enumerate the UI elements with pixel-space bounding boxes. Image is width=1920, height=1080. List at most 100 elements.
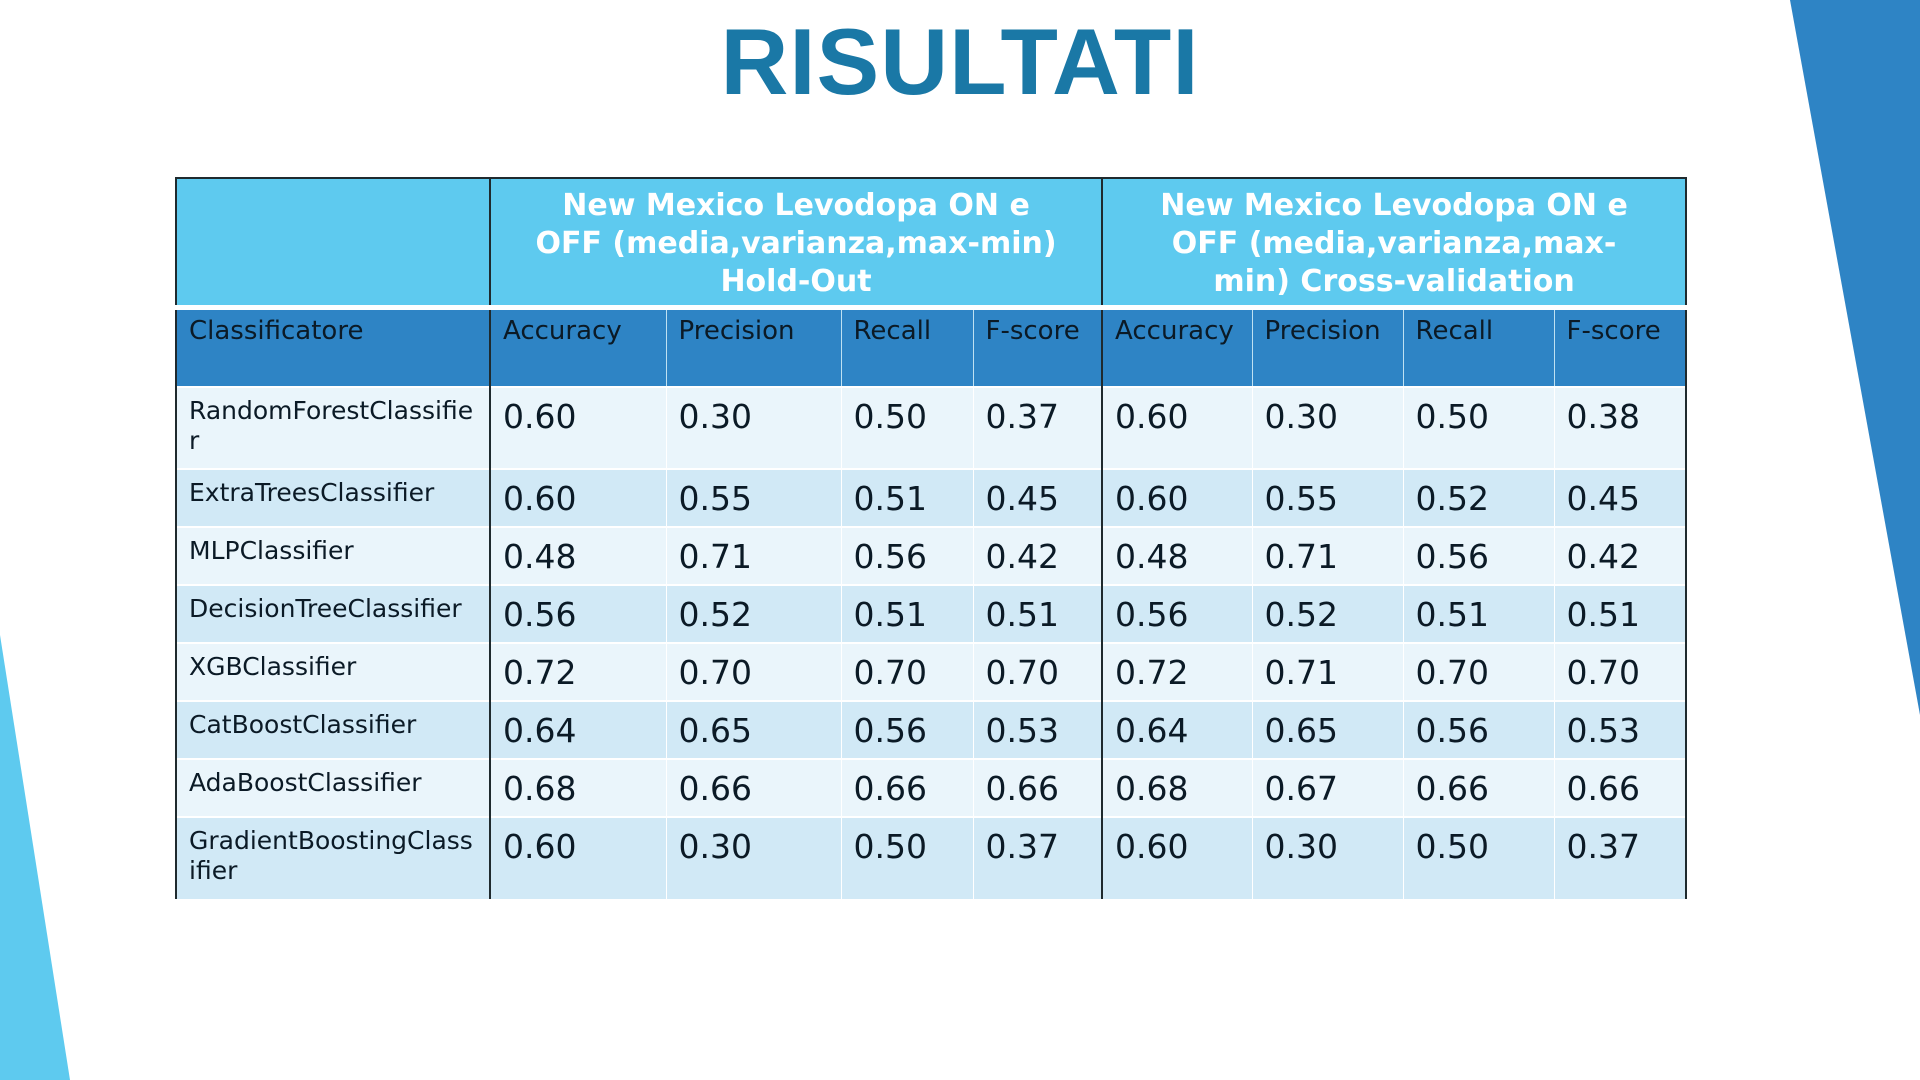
table-cell: 0.56 bbox=[841, 700, 974, 759]
table-cell: 0.70 bbox=[1554, 642, 1688, 701]
table-cell: 0.66 bbox=[1554, 758, 1688, 817]
column-header: F-score bbox=[1554, 307, 1688, 387]
table-row: AdaBoostClassifier 0.68 0.66 0.66 0.66 0… bbox=[175, 758, 1688, 817]
table-cell: 0.50 bbox=[1403, 816, 1555, 899]
table-cell: 0.66 bbox=[1403, 758, 1555, 817]
table-cell: 0.50 bbox=[841, 816, 974, 899]
table-row: MLPClassifier 0.48 0.71 0.56 0.42 0.48 0… bbox=[175, 526, 1688, 585]
column-header-row: Classificatore Accuracy Precision Recall… bbox=[175, 307, 1688, 387]
table-cell: 0.64 bbox=[1102, 700, 1253, 759]
table-cell: 0.42 bbox=[973, 526, 1104, 585]
column-header: Precision bbox=[1252, 307, 1404, 387]
results-table: New Mexico Levodopa ON e OFF (media,vari… bbox=[175, 177, 1688, 899]
table-cell: 0.56 bbox=[1403, 700, 1555, 759]
table-cell: 0.65 bbox=[666, 700, 842, 759]
table-cell: 0.70 bbox=[841, 642, 974, 701]
table-cell: 0.50 bbox=[841, 386, 974, 469]
table-cell: 0.51 bbox=[1554, 584, 1688, 643]
table-cell: 0.52 bbox=[666, 584, 842, 643]
classifier-name: MLPClassifier bbox=[175, 526, 491, 585]
table-cell: 0.70 bbox=[1403, 642, 1555, 701]
table-cell: 0.71 bbox=[1252, 642, 1404, 701]
table-cell: 0.72 bbox=[1102, 642, 1253, 701]
table-cell: 0.53 bbox=[973, 700, 1104, 759]
table-cell: 0.65 bbox=[1252, 700, 1404, 759]
table-cell: 0.30 bbox=[1252, 386, 1404, 469]
table-cell: 0.51 bbox=[841, 468, 974, 527]
classifier-name: AdaBoostClassifier bbox=[175, 758, 491, 817]
table-cell: 0.42 bbox=[1554, 526, 1688, 585]
column-header: Recall bbox=[1403, 307, 1555, 387]
table-row: GradientBoostingClassifier 0.60 0.30 0.5… bbox=[175, 816, 1688, 899]
table-cell: 0.71 bbox=[666, 526, 842, 585]
table-cell: 0.66 bbox=[841, 758, 974, 817]
table-cell: 0.60 bbox=[490, 816, 667, 899]
table-cell: 0.67 bbox=[1252, 758, 1404, 817]
table-cell: 0.60 bbox=[1102, 816, 1253, 899]
classifier-name: CatBoostClassifier bbox=[175, 700, 491, 759]
table-cell: 0.70 bbox=[973, 642, 1104, 701]
column-header: Accuracy bbox=[490, 307, 667, 387]
table-cell: 0.55 bbox=[666, 468, 842, 527]
classifier-name: ExtraTreesClassifier bbox=[175, 468, 491, 527]
table-cell: 0.51 bbox=[973, 584, 1104, 643]
table-cell: 0.68 bbox=[1102, 758, 1253, 817]
column-header: Precision bbox=[666, 307, 842, 387]
column-header: Classificatore bbox=[175, 307, 491, 387]
table-cell: 0.52 bbox=[1252, 584, 1404, 643]
table-cell: 0.37 bbox=[973, 816, 1104, 899]
table-cell: 0.51 bbox=[841, 584, 974, 643]
table-cell: 0.60 bbox=[1102, 386, 1253, 469]
table-cell: 0.56 bbox=[1102, 584, 1253, 643]
group-header-empty bbox=[175, 177, 491, 310]
table-cell: 0.66 bbox=[666, 758, 842, 817]
group-header-row: New Mexico Levodopa ON e OFF (media,vari… bbox=[175, 177, 1688, 310]
table-cell: 0.55 bbox=[1252, 468, 1404, 527]
table-row: RandomForestClassifier 0.60 0.30 0.50 0.… bbox=[175, 386, 1688, 469]
classifier-name: DecisionTreeClassifier bbox=[175, 584, 491, 643]
table-cell: 0.48 bbox=[1102, 526, 1253, 585]
table-cell: 0.30 bbox=[1252, 816, 1404, 899]
classifier-name: RandomForestClassifier bbox=[175, 386, 491, 469]
table-cell: 0.68 bbox=[490, 758, 667, 817]
group-header-holdout: New Mexico Levodopa ON e OFF (media,vari… bbox=[490, 177, 1104, 310]
left-light-triangle bbox=[0, 635, 70, 1080]
table-cell: 0.30 bbox=[666, 816, 842, 899]
table-cell: 0.70 bbox=[666, 642, 842, 701]
table-cell: 0.56 bbox=[1403, 526, 1555, 585]
table-cell: 0.48 bbox=[490, 526, 667, 585]
right-dark-triangle bbox=[1790, 0, 1920, 715]
table-cell: 0.60 bbox=[490, 468, 667, 527]
table-cell: 0.56 bbox=[841, 526, 974, 585]
group-header-crossval: New Mexico Levodopa ON e OFF (media,vari… bbox=[1102, 177, 1688, 310]
table-row: ExtraTreesClassifier 0.60 0.55 0.51 0.45… bbox=[175, 468, 1688, 527]
table-cell: 0.56 bbox=[490, 584, 667, 643]
table-body: RandomForestClassifier 0.60 0.30 0.50 0.… bbox=[175, 386, 1688, 899]
table-row: DecisionTreeClassifier 0.56 0.52 0.51 0.… bbox=[175, 584, 1688, 643]
table-cell: 0.38 bbox=[1554, 386, 1688, 469]
table-cell: 0.50 bbox=[1403, 386, 1555, 469]
table-cell: 0.45 bbox=[1554, 468, 1688, 527]
column-header: Accuracy bbox=[1102, 307, 1253, 387]
classifier-name: XGBClassifier bbox=[175, 642, 491, 701]
slide-title: RISULTATI bbox=[720, 9, 1200, 114]
table-cell: 0.71 bbox=[1252, 526, 1404, 585]
column-header: Recall bbox=[841, 307, 974, 387]
table-cell: 0.60 bbox=[1102, 468, 1253, 527]
table-row: CatBoostClassifier 0.64 0.65 0.56 0.53 0… bbox=[175, 700, 1688, 759]
table-cell: 0.45 bbox=[973, 468, 1104, 527]
table-cell: 0.66 bbox=[973, 758, 1104, 817]
table-cell: 0.52 bbox=[1403, 468, 1555, 527]
table-cell: 0.51 bbox=[1403, 584, 1555, 643]
table-row: XGBClassifier 0.72 0.70 0.70 0.70 0.72 0… bbox=[175, 642, 1688, 701]
table-cell: 0.64 bbox=[490, 700, 667, 759]
table-cell: 0.60 bbox=[490, 386, 667, 469]
table-cell: 0.30 bbox=[666, 386, 842, 469]
table-cell: 0.72 bbox=[490, 642, 667, 701]
column-header: F-score bbox=[973, 307, 1104, 387]
table-cell: 0.37 bbox=[1554, 816, 1688, 899]
table-cell: 0.53 bbox=[1554, 700, 1688, 759]
classifier-name: GradientBoostingClassifier bbox=[175, 816, 491, 899]
table-cell: 0.37 bbox=[973, 386, 1104, 469]
